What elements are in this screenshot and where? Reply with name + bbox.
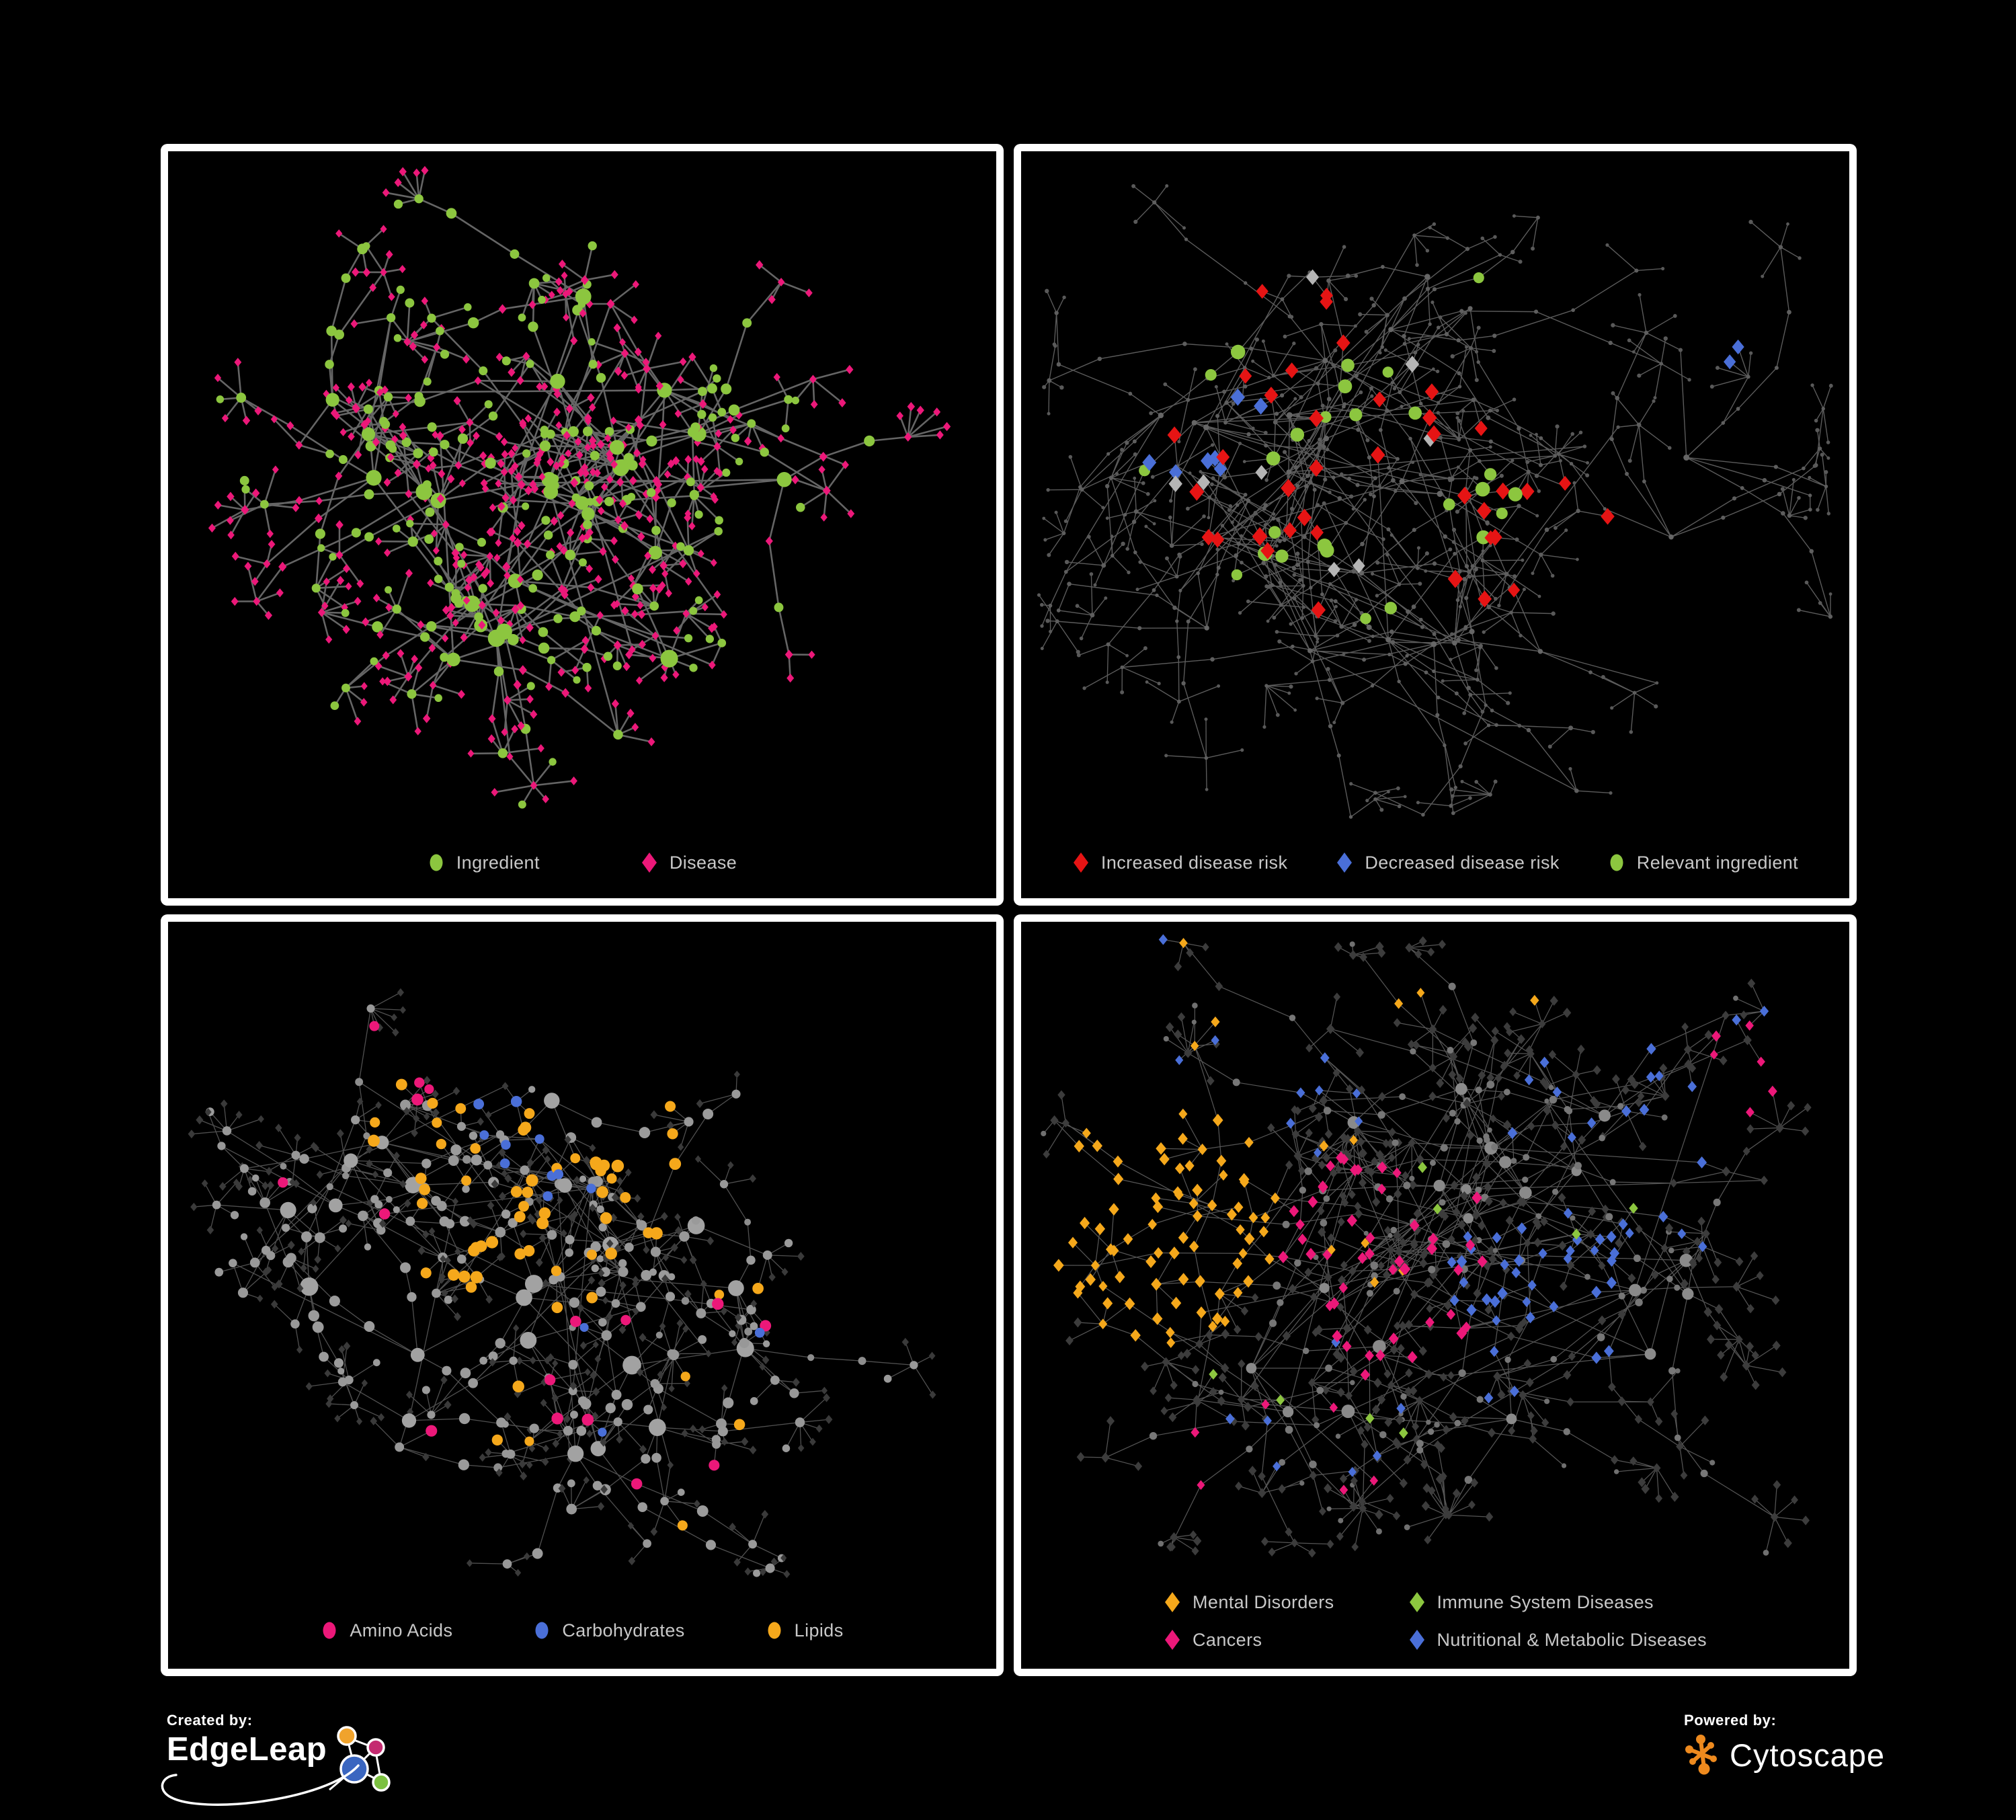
legend-diamond-marker [641,853,657,873]
network-graph-disease-risk [1037,184,1833,819]
legend-label: Immune System Diseases [1437,1591,1654,1612]
legend-diamond-marker [1165,1630,1180,1650]
legend-item: Decreased disease risk [1336,851,1559,874]
legend-item: Carbohydrates [533,1619,684,1642]
legend-label: Carbohydrates [562,1620,685,1640]
legend-item: Amino Acids [321,1619,452,1642]
network-graph-ingredient-classes [188,988,936,1579]
legend-label: Relevant ingredient [1636,852,1799,873]
legend-label: Lipids [794,1620,844,1640]
legend-item: Ingredient [428,851,540,874]
panel-ingredient-classes: Amino Acids Carbohydrates Lipids [161,914,1004,1676]
panel-disease-risk: Increased disease risk Decreased disease … [1014,144,1857,906]
legend-disease-categories: Mental Disorders Immune System Diseases Ca… [1021,1591,1849,1651]
legend-diamond-marker [1409,1630,1424,1650]
legend-label: Cancers [1193,1629,1262,1650]
legend-item: Relevant ingredient [1608,851,1798,874]
legend-label: Decreased disease risk [1365,852,1560,873]
cytoscape-branding: Powered by: Cytoscape [1684,1712,1885,1776]
legend-item: Disease [641,851,737,874]
legend-circle-marker [323,1622,336,1639]
legend-label: Mental Disorders [1193,1591,1334,1612]
legend-label: Ingredient [456,852,540,873]
powered-by-label: Powered by: [1684,1712,1777,1729]
legend-circle-marker [768,1622,781,1639]
legend-label: Increased disease risk [1100,852,1288,873]
legend-disease-risk: Increased disease risk Decreased disease … [1021,851,1849,874]
legend-label: Amino Acids [350,1620,453,1640]
network-graph-disease-categories [1041,934,1812,1558]
legend-diamond-marker [1337,853,1353,873]
legend-item: Mental Disorders [1164,1591,1334,1614]
legend-item: Immune System Diseases [1408,1591,1707,1614]
edgeleap-branding: Created by: EdgeLeap [161,1712,394,1806]
cytoscape-wordmark: Cytoscape [1730,1737,1886,1773]
legend-circle-marker [535,1622,549,1639]
legend-diamond-marker [1409,1592,1424,1612]
created-by-label: Created by: [167,1712,253,1729]
legend-circle-marker [430,854,443,871]
legend-ingredient-classes: Amino Acids Carbohydrates Lipids [168,1619,996,1642]
legend-label: Nutritional & Metabolic Diseases [1437,1629,1707,1650]
legend-item: Nutritional & Metabolic Diseases [1408,1628,1707,1651]
panel-ingredient-disease: Ingredient Disease [161,144,1004,906]
legend-diamond-marker [1073,853,1088,873]
legend-label: Disease [669,852,737,873]
legend-diamond-marker [1165,1592,1180,1612]
edgeleap-wordmark: EdgeLeap [167,1731,327,1768]
legend-circle-marker [1610,854,1623,871]
panel-disease-categories: Mental Disorders Immune System Diseases Ca… [1014,914,1857,1676]
legend-item: Cancers [1164,1628,1334,1651]
edgeleap-logo-icon [329,1726,391,1792]
legend-item: Increased disease risk [1072,851,1287,874]
legend-ingredient-disease: Ingredient Disease [168,851,996,874]
network-graph-ingredient-disease [208,165,951,809]
legend-item: Lipids [766,1619,844,1642]
cytoscape-logo-icon [1685,1735,1717,1775]
